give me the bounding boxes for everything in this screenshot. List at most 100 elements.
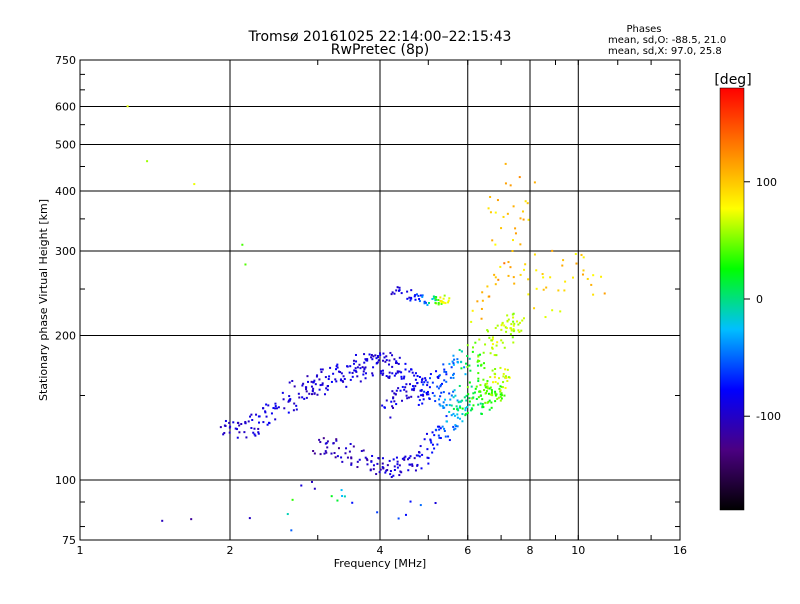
data-point [415, 293, 418, 296]
data-point [504, 182, 507, 185]
data-point [482, 351, 485, 354]
data-point [344, 452, 347, 455]
data-point [426, 381, 429, 384]
data-point [250, 427, 253, 430]
data-point [504, 386, 507, 389]
data-point [321, 383, 324, 386]
data-point [542, 288, 545, 291]
data-point [471, 397, 474, 400]
data-point [496, 324, 499, 327]
data-point [359, 367, 362, 370]
data-point [257, 431, 260, 434]
data-point [518, 330, 521, 333]
data-point [354, 367, 357, 370]
data-point [381, 369, 384, 372]
data-point [541, 273, 544, 276]
data-point [496, 341, 499, 344]
data-point [542, 276, 545, 279]
data-point [391, 365, 394, 368]
data-point [468, 357, 471, 360]
data-point [434, 502, 437, 505]
data-point [366, 459, 369, 462]
data-point [336, 499, 339, 502]
data-point [494, 380, 497, 383]
data-point [505, 327, 508, 330]
data-point [431, 431, 434, 434]
data-point [376, 355, 379, 358]
data-point [486, 380, 489, 383]
data-point [468, 397, 471, 400]
data-point [479, 402, 482, 405]
data-point [445, 380, 448, 383]
data-point [586, 277, 589, 280]
data-point [466, 386, 469, 389]
data-point [301, 396, 304, 399]
data-point [401, 399, 404, 402]
data-point [460, 360, 463, 363]
data-point [354, 369, 357, 372]
data-point [243, 431, 246, 434]
data-point [463, 396, 466, 399]
data-point [291, 498, 294, 501]
data-point [427, 457, 430, 460]
data-point [486, 385, 489, 388]
data-point [443, 294, 446, 297]
data-point [324, 450, 327, 453]
data-point [490, 339, 493, 342]
data-point [384, 360, 387, 363]
x-tick-label: 4 [377, 544, 384, 557]
data-point [527, 218, 530, 221]
data-point [350, 463, 353, 466]
data-point [126, 105, 129, 108]
data-point [251, 418, 254, 421]
data-point [424, 301, 427, 304]
data-point [274, 418, 277, 421]
data-point [416, 375, 419, 378]
data-point [489, 352, 492, 355]
data-point [439, 385, 442, 388]
data-point [413, 374, 416, 377]
data-point [469, 409, 472, 412]
data-point [407, 458, 410, 461]
data-point [452, 407, 455, 410]
data-point [461, 407, 464, 410]
data-point [545, 286, 548, 289]
data-point [382, 359, 385, 362]
data-point [238, 424, 241, 427]
data-point [326, 385, 329, 388]
data-point [371, 372, 374, 375]
data-point [297, 392, 300, 395]
data-point [323, 393, 326, 396]
data-point [314, 383, 317, 386]
data-point [461, 420, 464, 423]
data-point [385, 355, 388, 358]
data-point [421, 377, 424, 380]
data-point [451, 360, 454, 363]
data-point [465, 362, 468, 365]
data-point [491, 369, 494, 372]
data-point [395, 456, 398, 459]
data-point [408, 456, 411, 459]
data-point [250, 413, 253, 416]
data-point [564, 280, 567, 283]
data-point [512, 320, 515, 323]
data-point [392, 397, 395, 400]
data-point [434, 428, 437, 431]
data-point [374, 354, 377, 357]
data-point [494, 392, 497, 395]
data-point [450, 414, 453, 417]
data-point [495, 393, 498, 396]
data-point [336, 363, 339, 366]
data-point [427, 462, 430, 465]
data-point [425, 393, 428, 396]
data-point [574, 252, 577, 255]
data-point [489, 376, 492, 379]
data-point [257, 415, 260, 418]
data-point [335, 439, 338, 442]
data-point [506, 212, 509, 215]
data-point [441, 425, 444, 428]
data-point [474, 341, 477, 344]
data-point [386, 464, 389, 467]
data-point [481, 299, 484, 302]
data-point [240, 423, 243, 426]
